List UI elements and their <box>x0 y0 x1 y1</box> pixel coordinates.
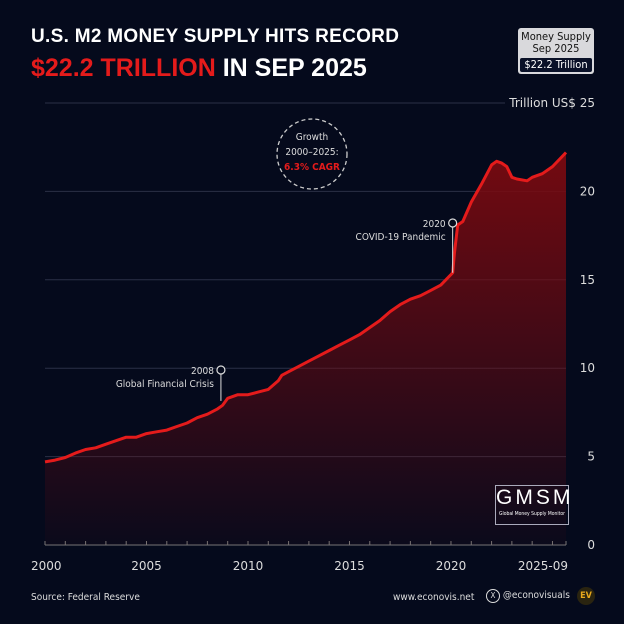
m2-series-line <box>44 151 568 464</box>
chart-title: U.S. M2 MONEY SUPPLY HITS RECORD <box>31 26 400 47</box>
handle-text: @econovisuals <box>502 590 570 601</box>
chart-subtitle: $22.2 TRILLION IN SEP 2025 <box>31 54 367 83</box>
annotation-year: 2008 <box>191 366 214 377</box>
cagr-line1: Growth <box>296 132 329 143</box>
annotation-year: 2020 <box>423 219 446 230</box>
annotation-text: Global Financial Crisis <box>116 379 214 390</box>
y-tick-label: 5 <box>587 450 595 464</box>
x-tick-label: 2005 <box>131 559 162 573</box>
y-tick-label: 10 <box>580 361 595 375</box>
website-link[interactable]: www.econovis.net <box>393 592 475 603</box>
cagr-value: 6.3% CAGR <box>284 162 340 173</box>
y-tick-label: Trillion US$ 25 <box>508 96 595 110</box>
y-tick-label: 15 <box>580 273 595 287</box>
x-handle[interactable]: X @econovisuals <box>486 589 570 603</box>
y-tick-label: 0 <box>587 538 595 552</box>
subtitle-rest: IN SEP 2025 <box>215 54 367 82</box>
x-tick-label: 2015 <box>334 559 365 573</box>
annotation-marker <box>216 365 226 375</box>
area-fill <box>45 152 566 545</box>
badge-value: $22.2 Trillion <box>520 58 592 72</box>
gmsm-watermark: GMSM Global Money Supply Monitor <box>495 485 574 525</box>
x-tick-label: 2000 <box>31 559 62 573</box>
y-tick-label: 20 <box>580 184 595 198</box>
gmsm-subtitle: Global Money Supply Monitor <box>499 511 565 517</box>
badge-line1: Money Supply <box>521 30 591 43</box>
x-tick-label: 2020 <box>436 559 467 573</box>
econovis-logo: EV <box>577 587 595 605</box>
cagr-line2: 2000–2025: <box>285 147 338 158</box>
cagr-circle <box>276 118 348 190</box>
badge-line2: Sep 2025 <box>532 42 580 55</box>
x-tick-label: 2025-09 <box>518 559 568 573</box>
source-note: Source: Federal Reserve <box>31 592 140 603</box>
gmsm-title: GMSM <box>496 486 574 509</box>
x-logo-icon: X <box>486 589 500 603</box>
subtitle-highlight: $22.2 TRILLION <box>31 54 216 82</box>
money-supply-badge: Money Supply Sep 2025 $22.2 Trillion <box>518 28 594 74</box>
annotation-text: COVID-19 Pandemic <box>356 232 446 243</box>
x-tick-label: 2010 <box>233 559 264 573</box>
annotation-marker <box>448 218 458 228</box>
